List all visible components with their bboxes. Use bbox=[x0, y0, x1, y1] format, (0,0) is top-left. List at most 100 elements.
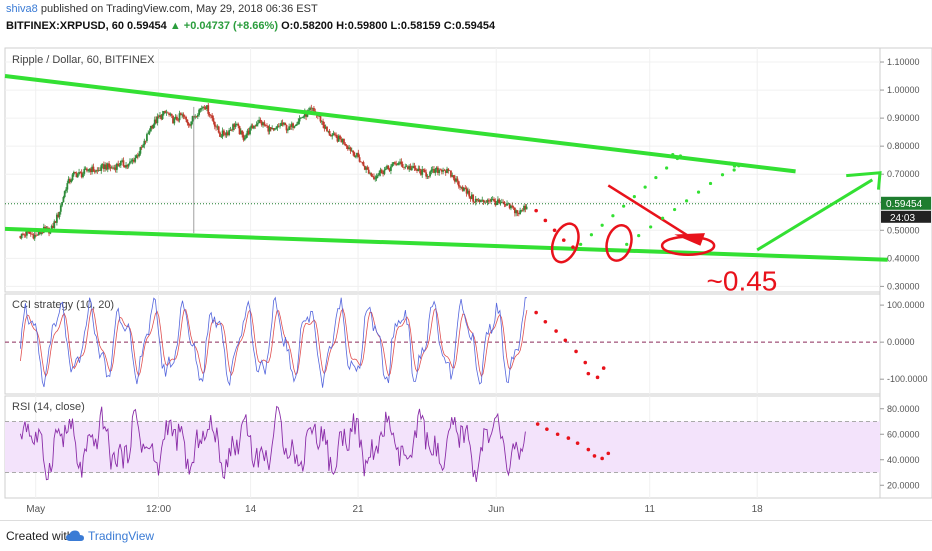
candle-body bbox=[24, 234, 27, 236]
x-tick-label: May bbox=[26, 504, 45, 515]
candle-body bbox=[266, 125, 268, 127]
candle-body bbox=[356, 152, 358, 156]
price-axis bbox=[879, 47, 932, 499]
candle-body bbox=[453, 178, 456, 182]
candle-body bbox=[221, 130, 224, 137]
candle-body bbox=[108, 163, 110, 168]
candle-body bbox=[215, 126, 217, 128]
symbol-line: BITFINEX:XRPUSD, 60 0.59454 ▲ +0.04737 (… bbox=[6, 20, 495, 32]
candle-body bbox=[166, 112, 169, 114]
y-tick-label: 100.0000 bbox=[887, 300, 925, 310]
candle-body bbox=[367, 169, 370, 174]
candle-body bbox=[279, 125, 281, 127]
candle-body bbox=[390, 166, 392, 171]
candle-body bbox=[391, 163, 394, 167]
candle-body bbox=[482, 199, 485, 203]
candle-body bbox=[299, 117, 302, 119]
red-projection-dot bbox=[561, 238, 566, 242]
candle-body bbox=[118, 165, 121, 166]
chart-canvas[interactable]: 91623May12:001421Jun11181.100001.000000.… bbox=[0, 36, 932, 520]
green-projection-dot bbox=[732, 164, 737, 168]
candle-body bbox=[67, 178, 70, 184]
green-projection-dot bbox=[579, 242, 583, 246]
candle-body bbox=[46, 227, 49, 229]
green-projection-dot bbox=[708, 181, 713, 186]
candle-body bbox=[497, 199, 499, 204]
candle-body bbox=[350, 150, 353, 152]
candles bbox=[19, 102, 528, 241]
candle-body bbox=[83, 168, 86, 174]
candle-body bbox=[39, 231, 41, 234]
candle-body bbox=[324, 126, 327, 129]
candle-body bbox=[178, 113, 181, 121]
candle-body bbox=[99, 170, 101, 171]
candle-body bbox=[343, 138, 345, 144]
candle-body bbox=[416, 169, 418, 171]
candle-body bbox=[327, 130, 330, 132]
candle-body bbox=[461, 186, 464, 191]
tradingview-brand[interactable]: TradingView bbox=[88, 529, 155, 543]
candle-body bbox=[323, 124, 326, 129]
candle-body bbox=[498, 199, 501, 203]
footer-bar: Created with TradingView bbox=[0, 520, 932, 551]
candle-body bbox=[335, 134, 338, 137]
red-circle-1 bbox=[550, 222, 580, 264]
candle-body bbox=[345, 145, 348, 147]
candle-body bbox=[101, 164, 104, 166]
price-target-annotation: ~0.45 bbox=[707, 266, 778, 297]
candle-body bbox=[247, 130, 250, 135]
candle-body bbox=[173, 118, 176, 124]
candle-body bbox=[384, 168, 387, 170]
candle-body bbox=[405, 166, 408, 168]
candle-body bbox=[376, 175, 379, 177]
candle-body bbox=[165, 112, 168, 114]
y-tick-label: 0.90000 bbox=[887, 113, 920, 123]
candle-body bbox=[412, 166, 415, 169]
green-projection-dot bbox=[737, 164, 741, 168]
candle-body bbox=[125, 164, 127, 168]
x-tick-label: Jun bbox=[488, 504, 504, 515]
candle-body bbox=[195, 116, 198, 118]
candle-body bbox=[187, 123, 190, 126]
candle-body bbox=[397, 162, 400, 165]
candle-body bbox=[516, 210, 519, 214]
red-circle-2 bbox=[605, 224, 633, 262]
candle-body bbox=[401, 164, 404, 168]
candle-body bbox=[500, 201, 503, 203]
green-projection-dot bbox=[665, 166, 669, 170]
candle-body bbox=[425, 172, 428, 177]
candle-body bbox=[485, 201, 488, 203]
candle-body bbox=[143, 140, 146, 146]
candle-body bbox=[109, 167, 112, 169]
candle-body bbox=[174, 116, 177, 119]
author-link[interactable]: shiva8 bbox=[6, 3, 38, 15]
candle-body bbox=[360, 161, 362, 163]
candle-body bbox=[426, 176, 429, 177]
candle-body bbox=[383, 169, 386, 174]
candle-body bbox=[262, 122, 264, 126]
candle-body bbox=[483, 201, 486, 203]
y-tick-label: 20.0000 bbox=[887, 480, 920, 490]
candle-body bbox=[157, 116, 160, 118]
candle-body bbox=[269, 127, 272, 130]
candle-body bbox=[354, 155, 357, 157]
candle-body bbox=[429, 171, 431, 177]
candle-body bbox=[409, 166, 412, 171]
candle-body bbox=[242, 134, 245, 140]
candle-body bbox=[378, 172, 381, 176]
candle-body bbox=[302, 116, 305, 118]
candle-body bbox=[54, 221, 57, 223]
green-projection-dot bbox=[673, 207, 677, 212]
candle-body bbox=[234, 124, 237, 127]
candle-body bbox=[469, 196, 472, 199]
candle-body bbox=[96, 170, 99, 171]
candle-body bbox=[457, 181, 460, 187]
candle-body bbox=[155, 119, 157, 123]
candle-body bbox=[520, 210, 523, 211]
candle-body bbox=[92, 166, 95, 172]
candle-body bbox=[436, 167, 439, 173]
candle-body bbox=[183, 116, 186, 118]
candle-body bbox=[243, 138, 246, 140]
green-projection-dot bbox=[643, 185, 647, 189]
green-projection-dot bbox=[637, 234, 641, 238]
